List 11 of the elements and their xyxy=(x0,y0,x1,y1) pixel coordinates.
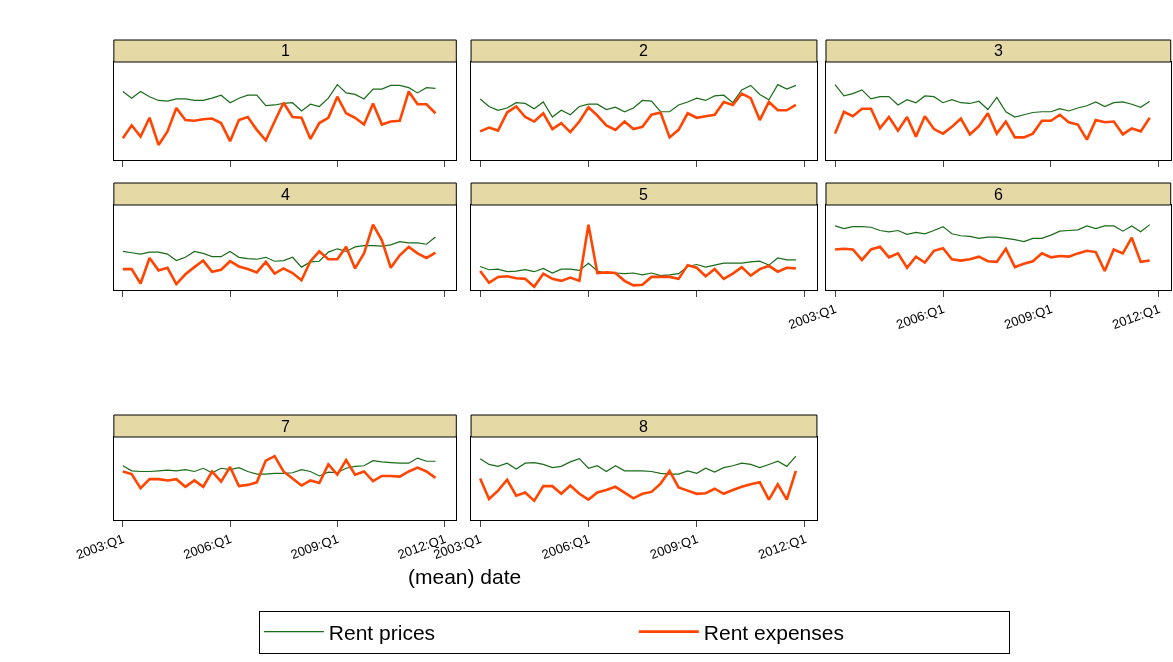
chart-title: 8 xyxy=(639,418,648,435)
x-axis-title: (mean) date xyxy=(408,565,522,588)
chart-title: 4 xyxy=(281,186,290,203)
chart-title: 7 xyxy=(281,418,290,435)
chart-title: 1 xyxy=(281,42,290,59)
legend-label: Rent expenses xyxy=(703,620,844,644)
chart-title: 6 xyxy=(994,186,1003,203)
chart-title: 5 xyxy=(639,186,648,203)
chart-title: 2 xyxy=(639,42,648,59)
chart-title: 3 xyxy=(994,42,1003,59)
legend-label: Rent prices xyxy=(328,620,436,644)
